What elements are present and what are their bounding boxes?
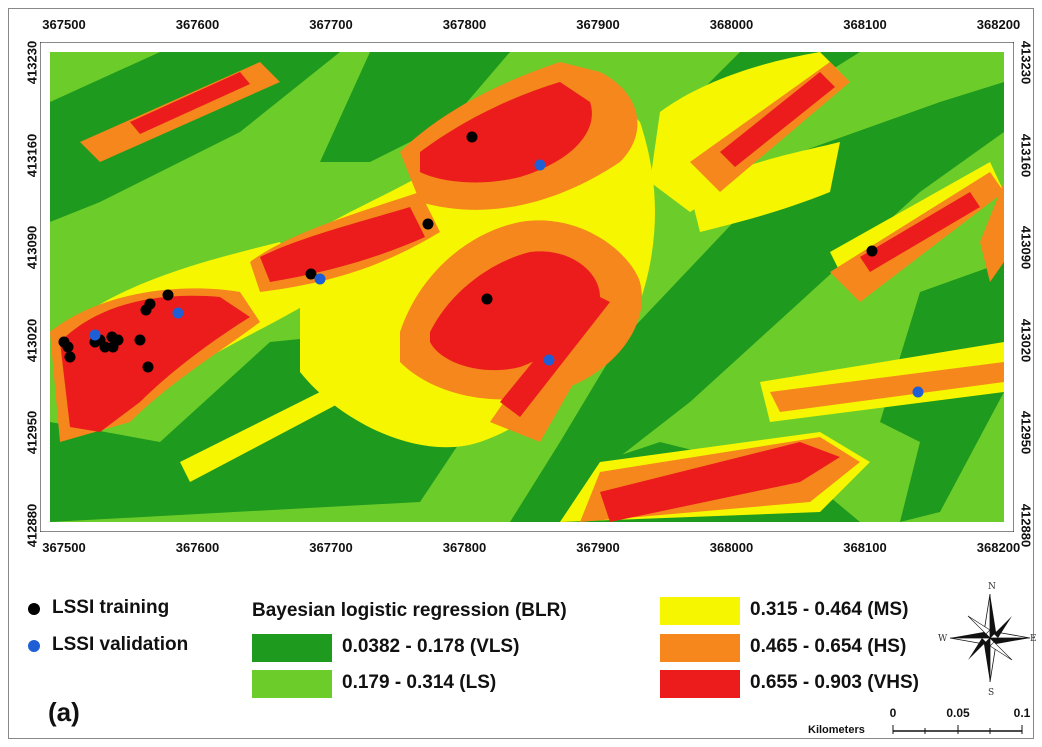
zone-vhs [60,295,250,432]
y-tick-left: 412880 [24,503,40,547]
validation-point [912,386,924,398]
y-tick-left: 413230 [24,40,40,85]
validation-legend-label: LSSI validation [52,634,189,655]
scale-bar-title: Kilometers [808,724,865,736]
x-tick-top: 368100 [843,17,887,32]
x-tick-top: 368000 [709,17,754,32]
swatch-hs [660,634,740,662]
y-tick-left: 413160 [24,133,40,177]
legend-label-hs: 0.465 - 0.654 (HS) [750,636,907,657]
y-tick-right: 412880 [1018,503,1034,547]
y-tick-right: 412950 [1018,410,1034,455]
scale-bar [892,725,1023,734]
figure-frame [8,8,1034,739]
compass-w: W [938,634,948,644]
compass-s: S [988,688,995,698]
training-point-symbol [28,603,40,615]
x-tick-bottom: 367600 [175,540,220,555]
zone-vhs [500,292,610,417]
y-tick-right: 413090 [1018,225,1034,270]
zone-ms [180,372,370,482]
susceptibility-map [40,42,1014,532]
training-point [64,351,76,363]
compass-e: E [1030,634,1037,644]
training-point [466,131,478,143]
y-tick-left: 413090 [24,225,40,270]
legend-label-ls: 0.179 - 0.314 (LS) [342,672,497,693]
legend-label-vls: 0.0382 - 0.178 (VLS) [342,636,520,657]
points-layer [58,131,924,398]
x-tick-top: 368200 [976,17,1021,32]
validation-point-symbol [28,640,40,652]
training-point [144,298,156,310]
zone-vhs [600,442,840,522]
map-canvas [40,42,1014,532]
swatch-ls [252,670,332,698]
x-tick-bottom: 368000 [709,540,754,555]
x-tick-top: 367900 [576,17,620,32]
validation-point [172,307,184,319]
training-point [99,341,111,353]
validation-point [89,329,101,341]
zone-vhs [720,72,835,167]
y-tick-right: 413020 [1018,318,1034,362]
compass-n: N [988,582,996,592]
validation-point [534,159,546,171]
scale-label-2: 0.1 [1013,706,1031,720]
swatch-ms [660,597,740,625]
zone-vls [320,52,510,162]
zone-hs [770,362,1004,412]
training-point [866,245,878,257]
zone-vls [50,52,340,222]
y-tick-left: 413020 [24,318,40,362]
x-tick-bottom: 367900 [576,540,620,555]
y-tick-right: 413230 [1018,40,1034,85]
x-tick-bottom: 368100 [843,540,887,555]
y-tick-left: 412950 [24,410,40,455]
zone-vhs [420,82,592,183]
zone-vhs [130,72,250,134]
training-point [481,293,493,305]
x-tick-bottom: 367700 [309,540,353,555]
x-tick-top: 367800 [442,17,487,32]
zone-vls [510,82,1004,522]
x-tick-bottom: 368200 [976,540,1021,555]
training-point [134,334,146,346]
swatch-vls [252,634,332,662]
panel-label: (a) [48,697,80,727]
x-tick-top: 367500 [42,17,86,32]
training-point [162,289,174,301]
x-tick-top: 367600 [175,17,220,32]
compass-rose-icon [949,593,1031,683]
swatch-vhs [660,670,740,698]
training-legend-label: LSSI training [52,597,170,618]
training-point [62,341,74,353]
zone-vhs [860,192,980,272]
legend-label-vhs: 0.655 - 0.903 (VHS) [750,672,919,693]
legend-title: Bayesian logistic regression (BLR) [252,600,567,621]
validation-point [314,273,326,285]
zone-hs [980,182,1004,282]
training-point [305,268,317,280]
x-tick-top: 367700 [309,17,353,32]
legend-label-ms: 0.315 - 0.464 (MS) [750,599,909,620]
x-tick-bottom: 367500 [42,540,86,555]
scale-label-1: 0.05 [946,706,970,720]
scale-label-0: 0 [889,706,897,720]
training-point [107,341,119,353]
zone-vhs [260,207,425,282]
training-point [142,361,154,373]
x-tick-bottom: 367800 [442,540,487,555]
validation-point [543,354,555,366]
raster-layer [50,52,1004,522]
training-point [422,218,434,230]
y-tick-right: 413160 [1018,133,1034,177]
zone-ms [690,142,840,232]
